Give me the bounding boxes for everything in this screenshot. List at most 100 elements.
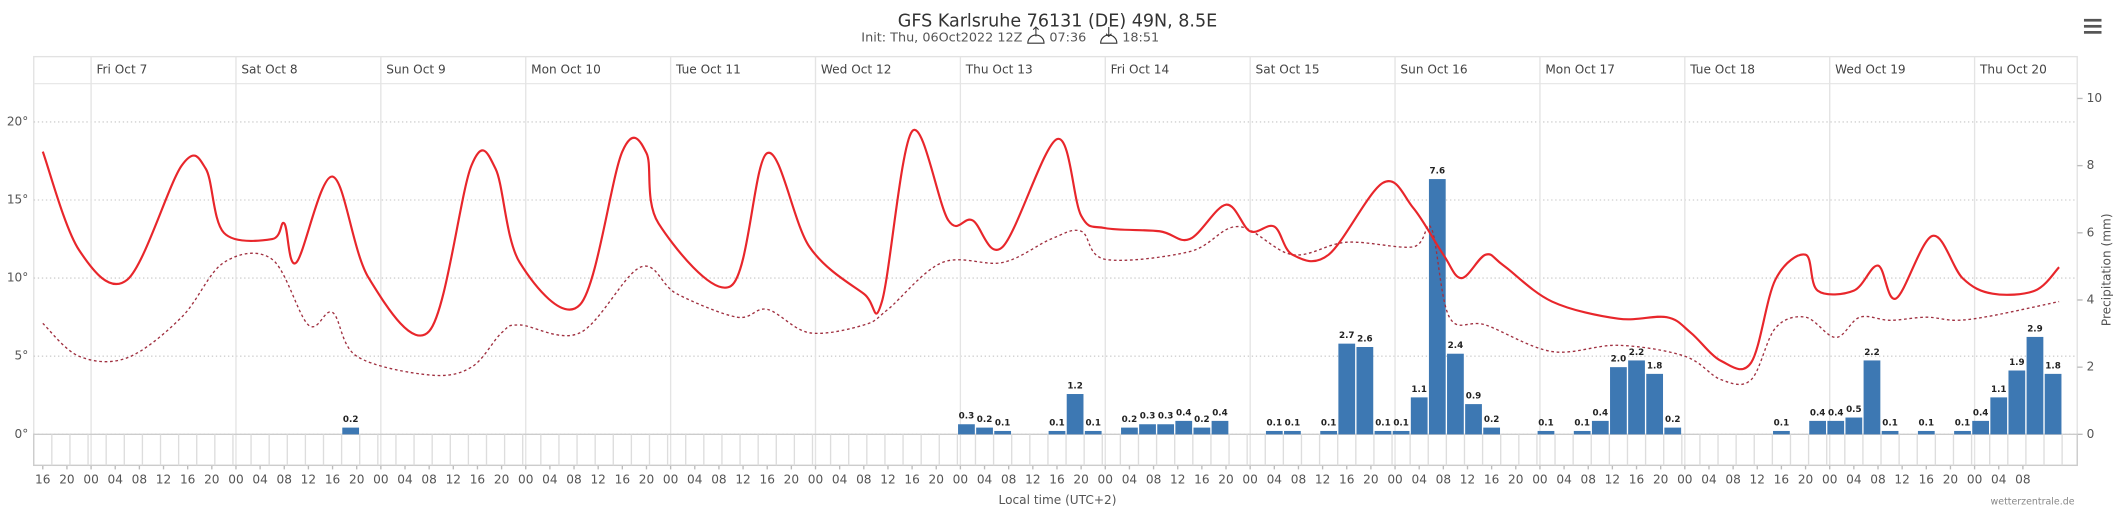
x-tick-label: 20 bbox=[494, 473, 509, 487]
precip-bar bbox=[994, 430, 1012, 435]
y2-tick-label: 0 bbox=[2087, 427, 2095, 441]
precip-bar bbox=[1265, 430, 1283, 435]
precip-bar bbox=[1610, 367, 1627, 435]
precip-bar bbox=[342, 427, 360, 435]
x-tick-label: 16 bbox=[180, 473, 195, 487]
precip-label: 0.9 bbox=[1466, 392, 1482, 402]
precip-label: 0.3 bbox=[959, 412, 975, 422]
x-tick-label: 20 bbox=[639, 473, 654, 487]
x-tick-label: 20 bbox=[1363, 473, 1378, 487]
day-label: Mon Oct 17 bbox=[1545, 63, 1615, 77]
x-tick-label: 08 bbox=[421, 473, 436, 487]
x-tick-label: 12 bbox=[446, 473, 461, 487]
day-label: Fri Oct 14 bbox=[1111, 63, 1170, 77]
precip-bar bbox=[1084, 430, 1102, 435]
precip-bar bbox=[1157, 424, 1175, 435]
x-tick-label: 00 bbox=[1242, 473, 1257, 487]
x-tick-label: 12 bbox=[1460, 473, 1475, 487]
x-tick-label: 16 bbox=[35, 473, 50, 487]
menu-icon[interactable] bbox=[2083, 18, 2102, 34]
x-tick-label: 12 bbox=[301, 473, 316, 487]
y2-tick-label: 10 bbox=[2087, 91, 2102, 105]
sunrise-time: 07:36 bbox=[1049, 30, 1086, 45]
precip-label: 0.4 bbox=[1828, 408, 1844, 418]
precip-label: 0.2 bbox=[1484, 415, 1500, 425]
x-tick-label: 12 bbox=[1170, 473, 1185, 487]
precip-bar bbox=[1972, 420, 1990, 435]
precip-label: 0.1 bbox=[1393, 418, 1409, 428]
x-tick-label: 08 bbox=[856, 473, 871, 487]
y-tick-label: 20° bbox=[7, 114, 28, 128]
x-tick-label: 04 bbox=[1701, 473, 1717, 487]
precip-bar bbox=[1374, 430, 1392, 435]
day-label: Thu Oct 20 bbox=[1979, 63, 2047, 77]
x-tick-label: 04 bbox=[397, 473, 413, 487]
x-tick-label: 08 bbox=[1291, 473, 1306, 487]
chart-subtitle: Init: Thu, 06Oct2022 12Z bbox=[861, 30, 1022, 45]
precip-label: 0.4 bbox=[1212, 408, 1228, 418]
precip-label: 2.2 bbox=[1629, 348, 1645, 358]
precip-label: 2.6 bbox=[1357, 334, 1373, 344]
precip-label: 2.9 bbox=[2027, 324, 2043, 334]
precip-bar bbox=[1139, 424, 1156, 435]
precip-bar bbox=[1356, 347, 1374, 435]
x-tick-label: 00 bbox=[808, 473, 823, 487]
y2-tick-label: 6 bbox=[2087, 225, 2095, 239]
precip-label: 0.4 bbox=[1973, 408, 1989, 418]
precip-bar bbox=[1573, 430, 1591, 435]
x-tick-label: 20 bbox=[1943, 473, 1958, 487]
precip-bar bbox=[2008, 370, 2026, 435]
x-tick-label: 00 bbox=[663, 473, 678, 487]
x-tick-label: 08 bbox=[132, 473, 147, 487]
precip-label: 1.8 bbox=[1647, 361, 1663, 371]
x-tick-label: 16 bbox=[904, 473, 919, 487]
precip-bar bbox=[1863, 360, 1881, 435]
temperature-line bbox=[41, 128, 2060, 371]
precip-label: 0.1 bbox=[1919, 418, 1935, 428]
precip-label: 0.4 bbox=[1176, 408, 1192, 418]
x-tick-label: 16 bbox=[325, 473, 340, 487]
sunrise-icon bbox=[1027, 26, 1045, 44]
precip-bar bbox=[1917, 430, 1935, 435]
x-tick-label: 16 bbox=[1339, 473, 1354, 487]
x-tick-label: 16 bbox=[759, 473, 774, 487]
x-tick-label: 08 bbox=[1581, 473, 1596, 487]
precip-bar bbox=[1628, 360, 1645, 435]
precip-bar bbox=[1537, 430, 1555, 435]
day-label: Thu Oct 13 bbox=[965, 63, 1033, 77]
day-label: Sat Oct 8 bbox=[241, 63, 297, 77]
x-tick-label: 00 bbox=[953, 473, 968, 487]
x-tick-label: 08 bbox=[711, 473, 726, 487]
x-tick-label: 20 bbox=[929, 473, 944, 487]
x-tick-label: 20 bbox=[204, 473, 219, 487]
day-label: Fri Oct 7 bbox=[96, 63, 147, 77]
x-tick-label: 16 bbox=[1919, 473, 1934, 487]
precip-label: 0.1 bbox=[1267, 418, 1283, 428]
x-tick-label: 00 bbox=[1532, 473, 1547, 487]
day-label: Tue Oct 11 bbox=[675, 63, 741, 77]
precip-label: 0.3 bbox=[1158, 412, 1174, 422]
day-label: Wed Oct 19 bbox=[1835, 63, 1906, 77]
precip-label: 0.2 bbox=[343, 415, 359, 425]
x-tick-label: 20 bbox=[1798, 473, 1813, 487]
y-tick-label: 5° bbox=[15, 349, 29, 363]
day-label: Sun Oct 9 bbox=[386, 63, 445, 77]
precip-label: 0.1 bbox=[1085, 418, 1101, 428]
precip-label: 1.8 bbox=[2045, 361, 2061, 371]
precip-label: 2.2 bbox=[1864, 348, 1880, 358]
day-label: Sat Oct 15 bbox=[1256, 63, 1320, 77]
x-tick-label: 08 bbox=[566, 473, 581, 487]
precip-bar bbox=[1954, 430, 1971, 435]
precip-label: 0.2 bbox=[1122, 415, 1138, 425]
credit: wetterzentrale.de bbox=[1991, 496, 2075, 507]
dewpoint-line bbox=[42, 224, 2060, 386]
precip-label: 0.1 bbox=[1321, 418, 1337, 428]
x-tick-label: 20 bbox=[349, 473, 364, 487]
x-tick-label: 04 bbox=[1122, 473, 1138, 487]
x-tick-label: 20 bbox=[59, 473, 74, 487]
precip-bar bbox=[1664, 427, 1682, 435]
x-tick-label: 08 bbox=[1870, 473, 1885, 487]
x-tick-label: 04 bbox=[1556, 473, 1572, 487]
precip-bar bbox=[2026, 336, 2044, 435]
